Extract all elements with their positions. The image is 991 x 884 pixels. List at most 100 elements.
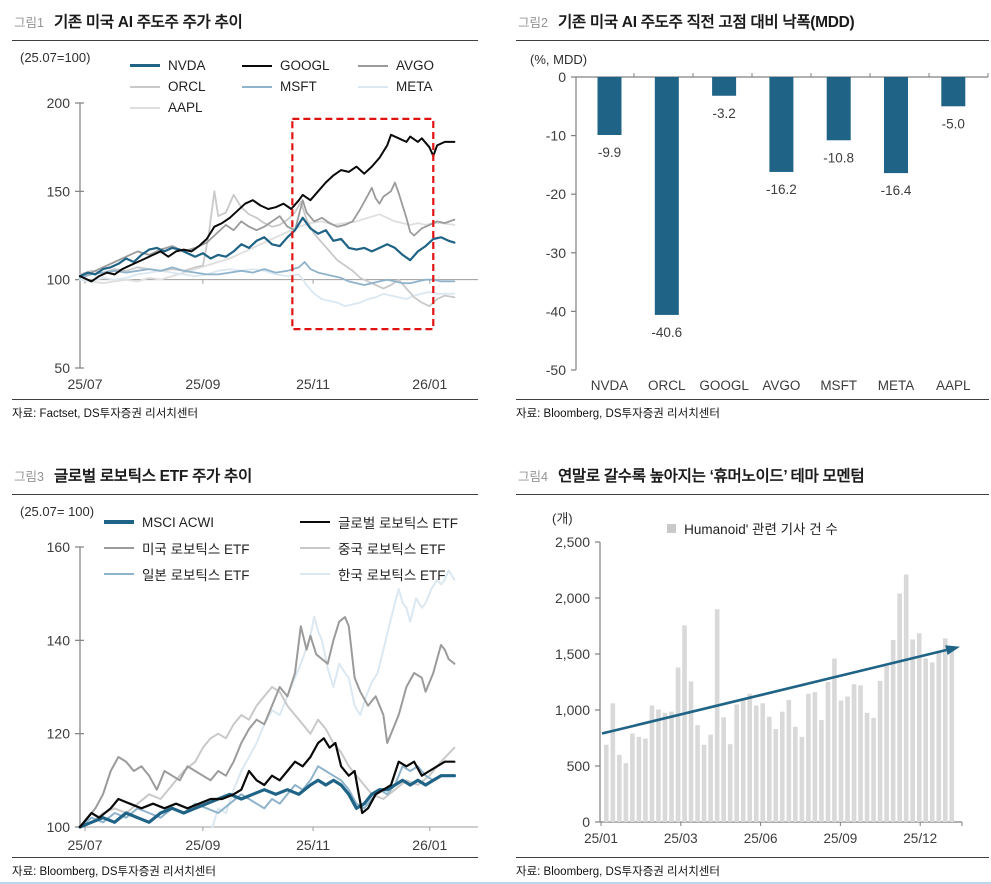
legend-label: 글로벌 로보틱스 ETF: [338, 516, 458, 531]
svg-text:NVDA: NVDA: [591, 378, 629, 393]
legend-item: MSFT: [242, 79, 358, 94]
legend-item: Humanoid' 관련 기사 건 수: [667, 518, 838, 538]
figure2-header: 그림2 기존 미국 AI 주도주 직전 고점 대비 낙폭(MDD): [516, 8, 989, 41]
svg-text:200: 200: [47, 95, 71, 111]
legend-label: GOOGL: [280, 58, 330, 73]
figure4-legend: Humanoid' 관련 기사 건 수: [516, 518, 989, 538]
svg-text:-30: -30: [546, 245, 566, 261]
svg-text:-16.4: -16.4: [881, 183, 912, 198]
svg-text:150: 150: [47, 183, 71, 199]
legend-item: NVDA: [130, 58, 242, 73]
svg-text:META: META: [878, 378, 915, 393]
svg-text:50: 50: [54, 360, 70, 376]
figure2-title: 기존 미국 AI 주도주 직전 고점 대비 낙폭(MDD): [557, 14, 855, 31]
figure4-header: 그림4 연말로 갈수록 높아지는 ‘휴머노이드’ 테마 모멘텀: [516, 462, 989, 495]
svg-text:140: 140: [47, 632, 71, 648]
legend-label: 미국 로보틱스 ETF: [142, 542, 250, 557]
svg-text:25/09: 25/09: [185, 376, 220, 392]
figure2-bar-chart: 0 -10 -20 -30 -40 -50 -9.9 NVDA -40.6 ORCL -3.2 GOO…: [546, 69, 989, 393]
legend-item: GOOGL: [242, 58, 358, 73]
svg-text:25/01: 25/01: [584, 831, 618, 846]
figure1-legend: NVDA GOOGL AVGO ORCL MSFT META AAPL: [130, 58, 468, 115]
legend-label: NVDA: [168, 58, 206, 73]
figure2-source: 자료: Bloomberg, DS투자증권 리서치센터: [516, 399, 989, 421]
figure1-tag: 그림1: [14, 16, 44, 30]
legend-line-swatch: [300, 520, 330, 524]
legend-item: AAPL: [130, 100, 242, 115]
figure3-header: 그림3 글로벌 로보틱스 ETF 주가 추이: [12, 462, 478, 495]
svg-text:25/09: 25/09: [824, 831, 858, 846]
svg-text:-5.0: -5.0: [942, 116, 965, 131]
svg-text:25/09: 25/09: [185, 837, 220, 853]
figure4-source: 자료: Bloomberg, DS투자증권 리서치센터: [516, 857, 989, 879]
svg-text:GOOGL: GOOGL: [699, 378, 749, 393]
svg-text:25/12: 25/12: [903, 831, 937, 846]
legend-item: META: [358, 79, 468, 94]
legend-label: 중국 로보틱스 ETF: [338, 542, 446, 557]
legend-item: 한국 로보틱스 ETF: [300, 564, 500, 584]
legend-line-swatch: [300, 573, 330, 575]
svg-text:100: 100: [47, 819, 71, 835]
legend-item: AVGO: [358, 58, 468, 73]
legend-label: 한국 로보틱스 ETF: [338, 568, 446, 583]
page-bottom-rule: [0, 882, 991, 884]
svg-text:0: 0: [582, 814, 590, 830]
figure3-legend: MSCI ACWI 글로벌 로보틱스 ETF 미국 로보틱스 ETF 중국 로보틱스 …: [104, 512, 500, 584]
svg-text:MSFT: MSFT: [820, 378, 857, 393]
legend-line-swatch: [358, 64, 388, 67]
svg-text:-10.8: -10.8: [823, 150, 854, 165]
figure2-unit-label: (%, MDD): [530, 52, 588, 67]
figure2-tag: 그림2: [518, 16, 548, 30]
svg-text:25/07: 25/07: [67, 837, 102, 853]
svg-text:2,500: 2,500: [555, 534, 590, 550]
figure1-unit-label: (25.07=100): [20, 50, 91, 65]
figure3-panel: 그림3 글로벌 로보틱스 ETF 주가 추이 (25.07= 100) MSCI…: [12, 462, 478, 882]
svg-text:25/11: 25/11: [296, 376, 330, 392]
legend-item: 일본 로보틱스 ETF: [104, 564, 300, 584]
legend-line-swatch: [242, 64, 272, 67]
svg-text:-20: -20: [546, 186, 566, 202]
legend-line-swatch: [104, 520, 134, 524]
svg-text:25/07: 25/07: [67, 376, 102, 392]
legend-label: AAPL: [168, 100, 203, 115]
svg-text:1,500: 1,500: [555, 646, 590, 662]
legend-line-swatch: [300, 547, 330, 549]
figure3-title: 글로벌 로보틱스 ETF 주가 추이: [53, 468, 252, 485]
legend-line-swatch: [104, 573, 134, 575]
svg-text:1,000: 1,000: [555, 702, 590, 718]
legend-square-swatch: [667, 523, 677, 533]
svg-text:0: 0: [558, 69, 566, 85]
legend-item: 미국 로보틱스 ETF: [104, 538, 300, 558]
svg-text:26/01: 26/01: [412, 837, 447, 853]
svg-text:-40: -40: [546, 303, 566, 319]
legend-label: MSFT: [280, 79, 317, 94]
svg-text:-3.2: -3.2: [712, 106, 735, 121]
legend-line-swatch: [358, 85, 388, 88]
svg-text:500: 500: [567, 758, 591, 774]
legend-label: ORCL: [168, 79, 206, 94]
legend-label: MSCI ACWI: [142, 514, 215, 530]
figure3-tag: 그림3: [14, 470, 44, 484]
legend-label: Humanoid' 관련 기사 건 수: [684, 522, 838, 537]
svg-text:25/11: 25/11: [296, 837, 330, 853]
figure1-title: 기존 미국 AI 주도주 주가 추이: [53, 14, 243, 31]
svg-text:25/06: 25/06: [744, 831, 778, 846]
figure1-header: 그림1 기존 미국 AI 주도주 주가 추이: [12, 8, 478, 41]
legend-line-swatch: [104, 547, 134, 549]
legend-item: ORCL: [130, 79, 242, 94]
svg-text:120: 120: [47, 726, 71, 742]
figure1-source: 자료: Factset, DS투자증권 리서치센터: [12, 399, 478, 421]
svg-text:-40.6: -40.6: [651, 325, 682, 340]
legend-label: AVGO: [396, 58, 435, 73]
legend-line-swatch: [242, 85, 272, 88]
svg-text:100: 100: [47, 272, 71, 288]
legend-item: 글로벌 로보틱스 ETF: [300, 512, 500, 532]
figure3-line-chart: 160 140 120 100 25/07 25/09 25/11 26/01: [47, 539, 478, 853]
legend-item: 중국 로보틱스 ETF: [300, 538, 500, 558]
figure4-tag: 그림4: [518, 470, 548, 484]
figure4-unit-label: (개): [552, 511, 573, 526]
figure4-panel: 그림4 연말로 갈수록 높아지는 ‘휴머노이드’ 테마 모멘텀 (개) Huma…: [516, 462, 989, 882]
svg-text:-50: -50: [546, 362, 566, 378]
svg-text:AAPL: AAPL: [936, 378, 971, 393]
